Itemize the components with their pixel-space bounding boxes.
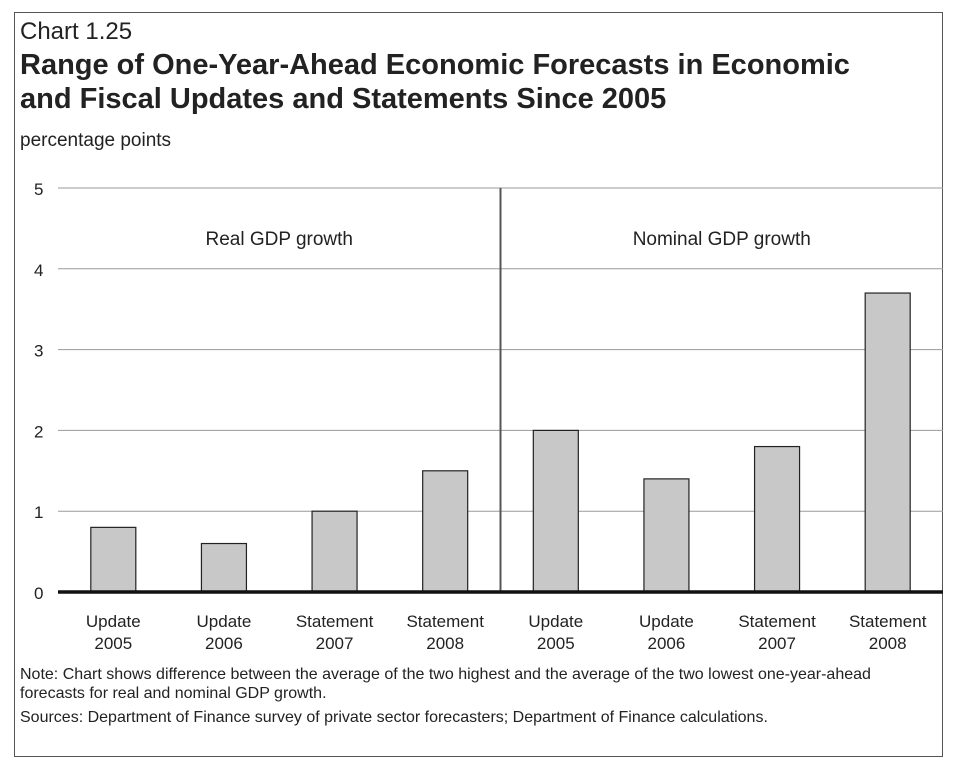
bar	[422, 470, 469, 593]
bar	[753, 445, 801, 593]
x-tick-label: Update	[528, 612, 583, 631]
x-tick-label: Statement	[296, 612, 374, 631]
y-axis-unit-label: percentage points	[20, 130, 172, 151]
chart-note: Note: Chart shows difference between the…	[20, 666, 871, 702]
chart-title: Range of One-Year-Ahead Economic Forecas…	[20, 49, 850, 115]
x-tick-label: Update	[639, 612, 694, 631]
y-tick-label: 0	[34, 584, 43, 603]
y-tick-label: 4	[34, 261, 43, 280]
chart-sources: Sources: Department of Finance survey of…	[20, 709, 768, 726]
panel-label: Real GDP growth	[206, 229, 354, 250]
x-tick-label: 2005	[94, 634, 132, 653]
x-tick-label: Statement	[849, 612, 927, 631]
y-tick-label: 3	[34, 342, 43, 361]
x-tick-label: 2007	[316, 634, 354, 653]
x-tick-label: Update	[197, 612, 252, 631]
bar	[311, 510, 358, 593]
x-tick-label: Update	[86, 612, 141, 631]
bar	[90, 526, 137, 593]
bar	[200, 542, 248, 593]
bar	[532, 429, 579, 593]
x-tick-label: 2005	[537, 634, 575, 653]
y-tick-label: 1	[34, 503, 43, 522]
chart-number: Chart 1.25	[20, 18, 133, 45]
x-tick-label: 2008	[869, 634, 907, 653]
y-tick-label: 5	[34, 180, 43, 199]
x-tick-label: 2008	[426, 634, 464, 653]
x-tick-label: Statement	[406, 612, 484, 631]
y-tick-label: 2	[34, 422, 43, 441]
panel-label: Nominal GDP growth	[633, 229, 811, 250]
bar	[864, 292, 911, 593]
chart-frame	[14, 12, 943, 757]
x-tick-label: 2006	[205, 634, 243, 653]
x-tick-label: 2006	[648, 634, 686, 653]
x-tick-label: Statement	[738, 612, 816, 631]
x-tick-label: 2007	[758, 634, 796, 653]
bar	[643, 478, 690, 593]
